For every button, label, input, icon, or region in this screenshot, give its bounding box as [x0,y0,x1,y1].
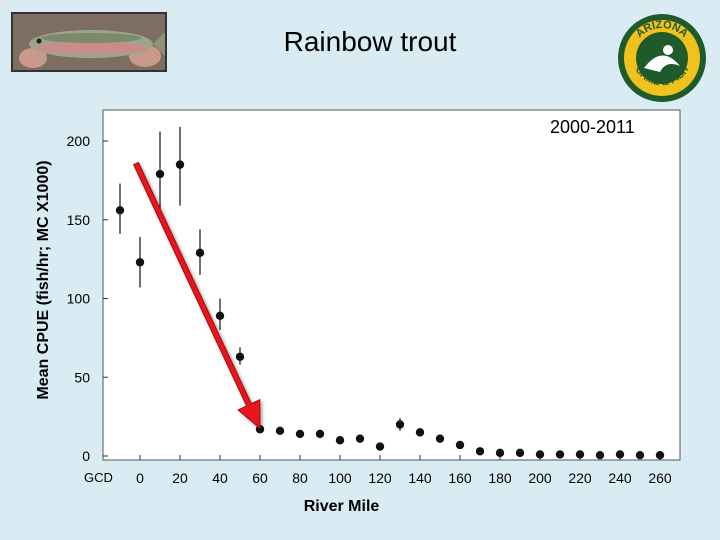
data-point [175,160,185,169]
x-tick-label: 260 [648,470,672,486]
data-point [275,426,285,435]
data-point [515,448,525,458]
data-point [535,450,545,459]
y-tick-label: 150 [67,212,91,228]
data-point [555,450,565,459]
data-point [155,169,165,179]
decline-arrow [132,161,261,430]
data-point [635,451,645,460]
svg-text:ARIZONA: ARIZONA [634,19,691,40]
y-tick-label: 0 [82,448,90,464]
page-title: Rainbow trout [283,26,457,57]
y-tick-label: 50 [74,369,90,385]
x-tick-label: 100 [328,470,352,486]
data-point [375,442,385,451]
x-tick-label: 180 [488,470,512,486]
x-tick-label: 20 [172,470,188,486]
x-tick-label: 140 [408,470,432,486]
data-point [335,436,345,445]
arizona-game-fish-logo-icon: ARIZONA GAME & FISH [616,10,708,106]
x-tick-label: 200 [528,470,552,486]
data-point [615,450,625,459]
x-tick-label: 80 [292,470,308,486]
y-axis-label: Mean CPUE (fish/hr; MC X1000) [35,160,52,399]
plot-area [103,110,680,460]
data-point [115,206,125,215]
x-tick-label: 0 [136,470,144,486]
x-tick-label: 60 [252,470,268,486]
rainbow-trout-photo-icon [11,12,167,72]
x-tick-label: 220 [568,470,592,486]
gcd-marker-label: GCD [84,470,113,485]
data-point [575,450,585,459]
x-tick-label: 40 [212,470,228,486]
data-point [595,451,605,460]
data-point [455,440,465,450]
data-point [315,429,325,439]
x-tick-label: 120 [368,470,392,486]
data-point [135,258,145,267]
x-axis-label: River Mile [304,498,380,515]
data-point [655,451,665,460]
data-point [235,352,245,361]
data-point [295,429,305,439]
data-point [495,448,505,458]
data-point [355,434,365,443]
logo-top-text: ARIZONA [634,19,691,40]
data-point [475,447,485,456]
x-tick-label: 160 [448,470,472,486]
data-point [215,311,225,321]
y-tick-label: 200 [67,133,91,149]
data-point [415,428,425,437]
x-tick-label: 240 [608,470,632,486]
data-point [395,420,405,429]
data-point [195,248,205,258]
y-tick-label: 100 [67,291,91,307]
data-point [435,434,445,443]
plot-frame [102,109,681,461]
period-label: 2000-2011 [550,117,635,137]
